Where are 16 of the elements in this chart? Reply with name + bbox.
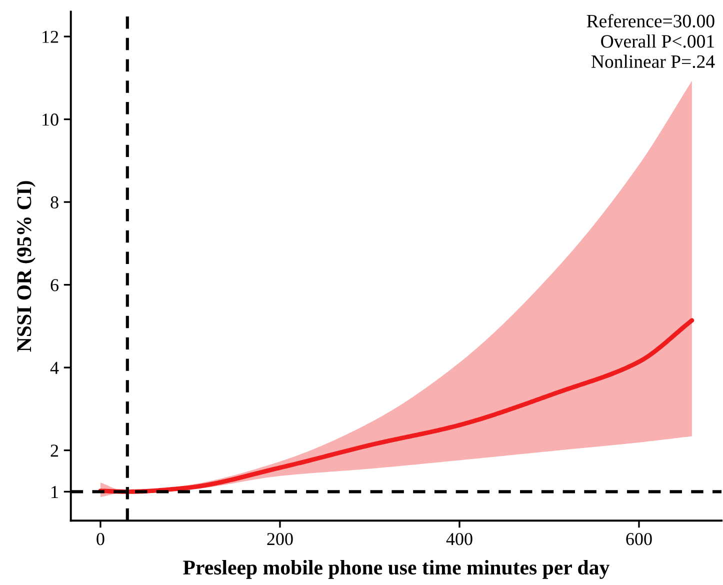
annotation: Reference=30.00 xyxy=(586,14,714,28)
y-tick-label: 6 xyxy=(50,279,59,292)
y-tick-label: 10 xyxy=(42,114,58,126)
y-axis-title: NSSI OR (95% CI) xyxy=(16,181,36,352)
x-axis-title: Presleep mobile phone use time minutes per day xyxy=(183,560,610,579)
x-tick-label: 400 xyxy=(446,532,472,546)
x-tick-label: 200 xyxy=(267,532,293,546)
x-tick-label: 600 xyxy=(626,532,652,546)
y-tick-label: 4 xyxy=(50,362,59,374)
y-tick-label: 1 xyxy=(52,486,58,498)
y-tick-label: 2 xyxy=(50,444,58,457)
annotation: Nonlinear P=.24 xyxy=(591,54,715,68)
x-tick-label: 0 xyxy=(96,532,104,546)
y-tick-label: 12 xyxy=(42,30,58,43)
annotation: Overall P<.001 xyxy=(601,34,714,48)
y-tick-label: 8 xyxy=(50,196,58,208)
